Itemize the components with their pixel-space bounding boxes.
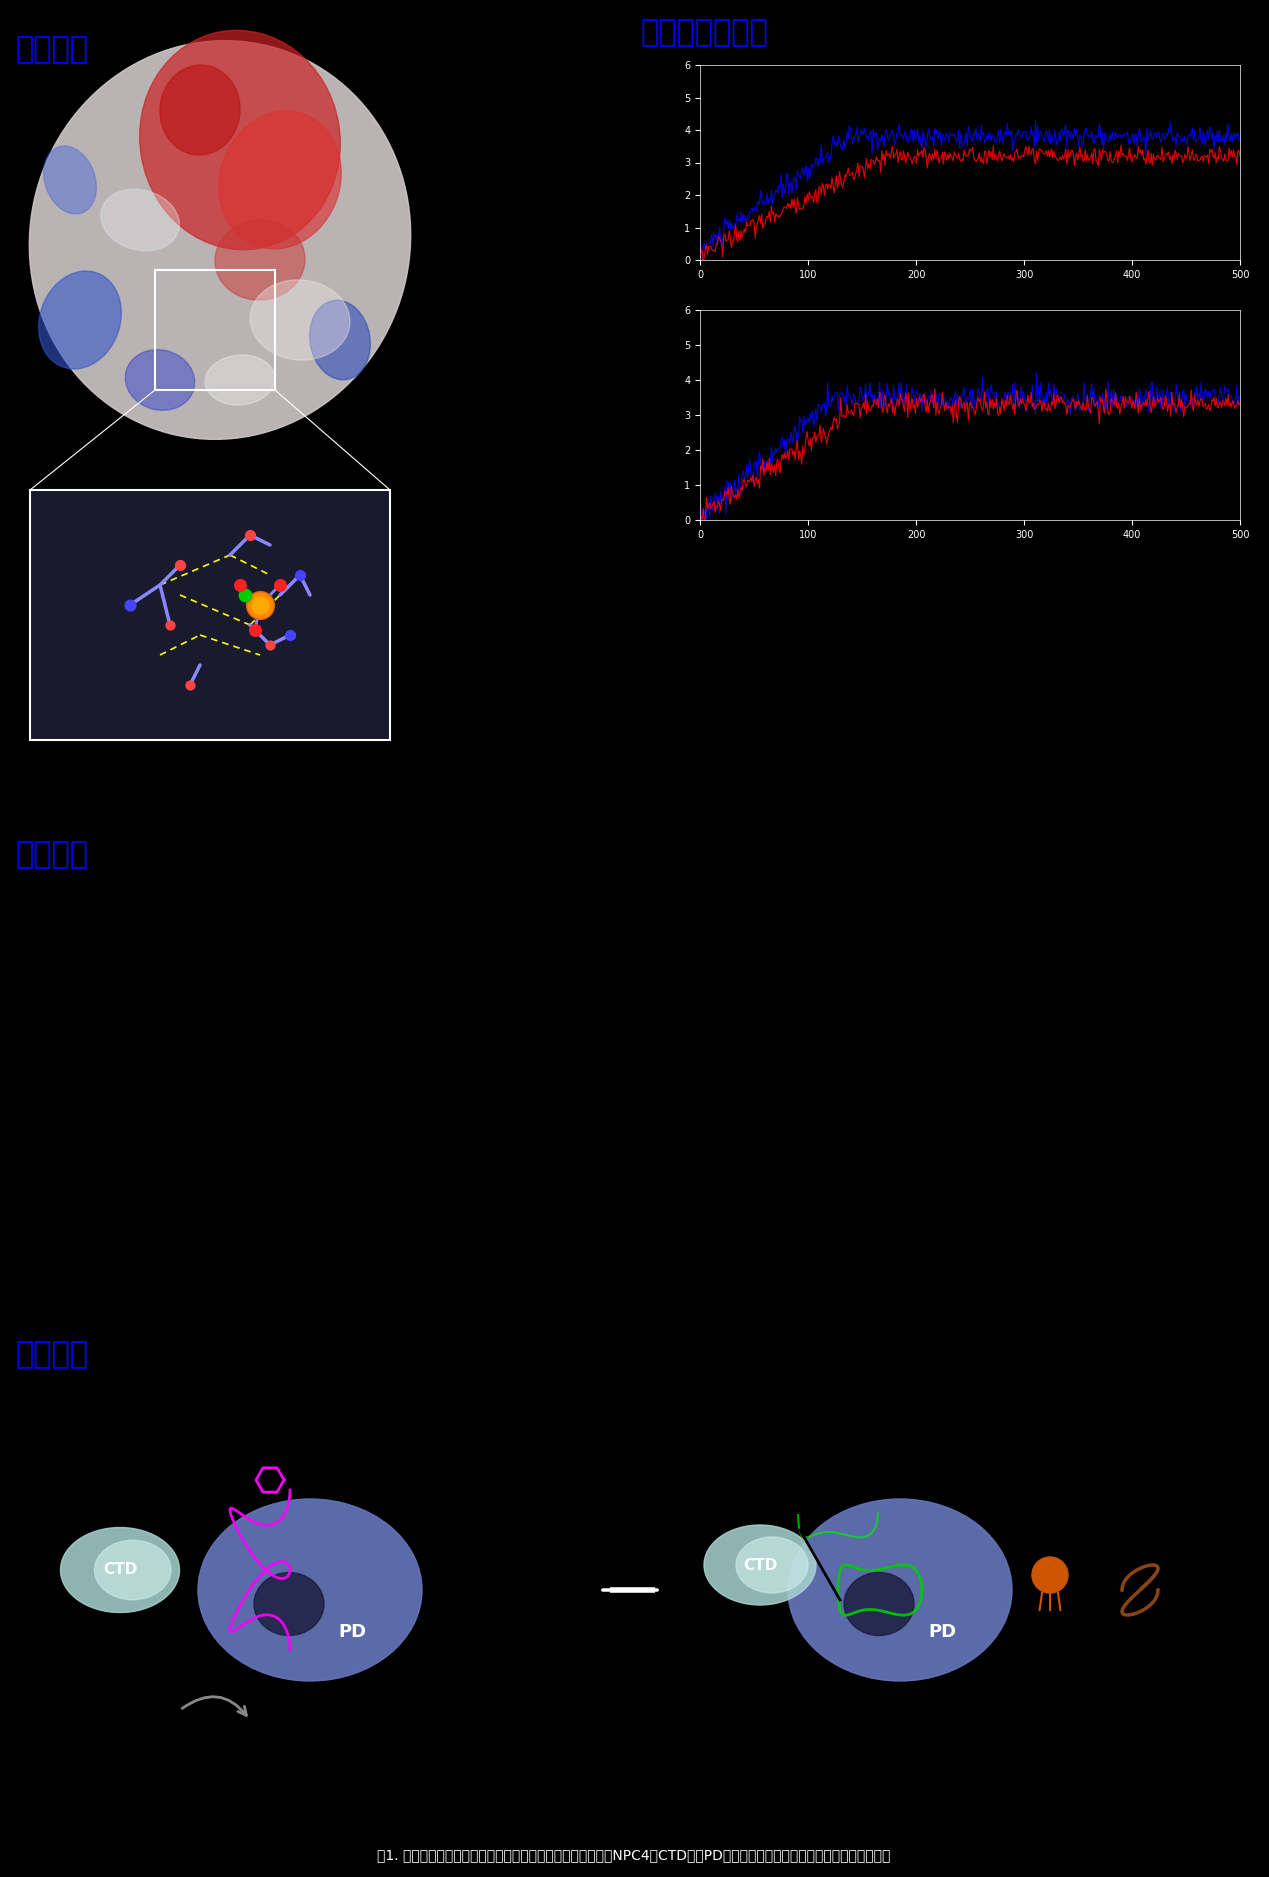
Ellipse shape <box>736 1537 808 1594</box>
Ellipse shape <box>198 1500 423 1682</box>
Ellipse shape <box>310 300 371 379</box>
Ellipse shape <box>100 190 179 252</box>
Ellipse shape <box>704 1524 816 1605</box>
Point <box>250 589 270 619</box>
Text: CTD: CTD <box>103 1562 137 1577</box>
Ellipse shape <box>126 349 194 411</box>
Point <box>270 571 291 601</box>
Point <box>260 631 280 661</box>
Point <box>289 559 310 589</box>
Ellipse shape <box>218 111 341 250</box>
Ellipse shape <box>206 355 275 405</box>
Ellipse shape <box>43 146 96 214</box>
Point <box>235 580 255 610</box>
Text: 分子动力学模拟: 分子动力学模拟 <box>640 19 768 47</box>
Point <box>250 589 270 619</box>
Text: 催化机理: 催化机理 <box>15 841 88 869</box>
Text: CTD: CTD <box>742 1558 777 1573</box>
Point <box>280 619 301 649</box>
Ellipse shape <box>160 66 240 156</box>
Ellipse shape <box>844 1573 914 1635</box>
Text: PD: PD <box>928 1624 956 1640</box>
Ellipse shape <box>61 1528 179 1612</box>
Point <box>180 670 201 700</box>
Ellipse shape <box>140 30 340 250</box>
Point <box>230 571 250 601</box>
Ellipse shape <box>29 41 411 439</box>
Point <box>245 616 265 646</box>
Text: PD: PD <box>338 1624 365 1640</box>
Point <box>170 550 190 580</box>
Ellipse shape <box>788 1500 1011 1682</box>
Ellipse shape <box>250 280 350 360</box>
Point <box>119 589 140 619</box>
Ellipse shape <box>39 270 122 370</box>
Point <box>160 610 180 640</box>
Ellipse shape <box>94 1541 171 1599</box>
Bar <box>30 490 390 740</box>
Bar <box>155 270 275 390</box>
Circle shape <box>1032 1558 1068 1594</box>
Text: 图1. 多技术联用，结合结构基础、动态表征、生化分析，阐明NPC4的CTD稳定PD的催化构象，进而催化底物水解的分子机制。: 图1. 多技术联用，结合结构基础、动态表征、生化分析，阐明NPC4的CTD稳定P… <box>377 1849 891 1862</box>
Ellipse shape <box>254 1573 324 1635</box>
Point <box>240 520 260 550</box>
Text: 结构基础: 结构基础 <box>15 36 88 64</box>
Text: 工作模型: 工作模型 <box>15 1340 88 1368</box>
FancyArrowPatch shape <box>183 1697 246 1716</box>
Ellipse shape <box>214 220 305 300</box>
